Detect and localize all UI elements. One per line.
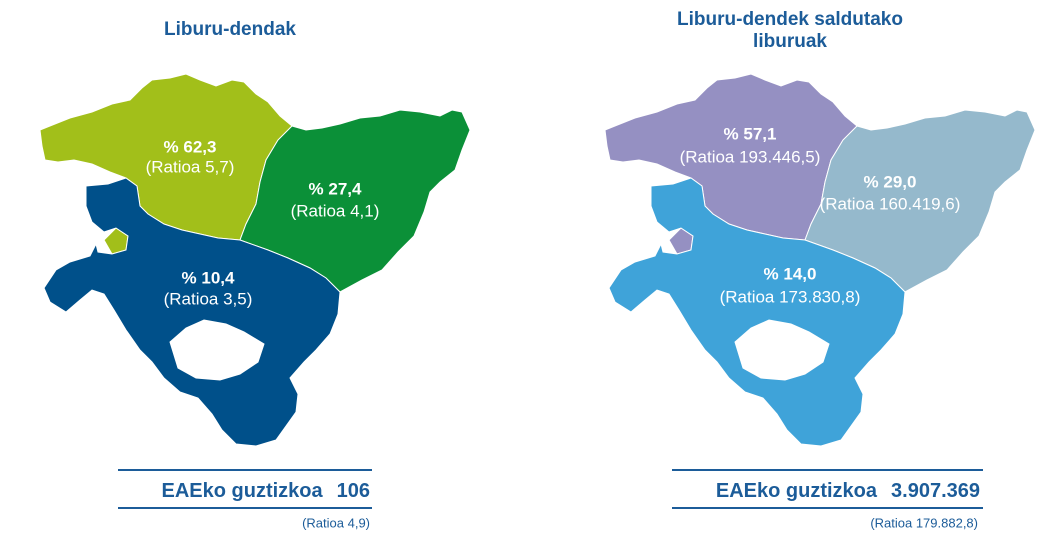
total: EAEko guztizkoa 106 [161,480,370,502]
map-title: Liburu-dendak [164,19,296,40]
region [43,177,341,447]
region [239,109,471,293]
region-ratio: (Ratioa 193.446,5) [680,147,821,166]
total-ratio: (Ratioa 179.882,8) [870,515,978,530]
total-value: 3.907.369 [891,480,980,502]
region-percent: % 27,4 [309,179,362,198]
enclave-hole [734,319,830,381]
region-ratio: (Ratioa 5,7) [146,157,235,176]
enclave-hole [169,319,265,381]
total-ratio: (Ratioa 4,9) [302,515,370,530]
map-title: Liburu-dendek saldutako [677,9,903,30]
region-percent: % 62,3 [164,137,217,156]
total: EAEko guztizkoa 3.907.369 [716,480,980,502]
map-title: liburuak [753,31,827,52]
region-ratio: (Ratioa 4,1) [291,201,380,220]
region-ratio: (Ratioa 173.830,8) [720,287,861,306]
total-label: EAEko guztizkoa [161,480,323,502]
region-percent: % 29,0 [864,172,917,191]
map [39,73,471,447]
region-percent: % 10,4 [182,268,235,287]
region-ratio: (Ratioa 160.419,6) [820,194,961,213]
region-percent: % 14,0 [764,264,817,283]
region-ratio: (Ratioa 3,5) [164,289,253,308]
total-label: EAEko guztizkoa [716,480,878,502]
map [604,73,1036,447]
total-value: 106 [337,480,370,502]
region [804,109,1036,293]
region-percent: % 57,1 [724,124,777,143]
region [608,177,906,447]
